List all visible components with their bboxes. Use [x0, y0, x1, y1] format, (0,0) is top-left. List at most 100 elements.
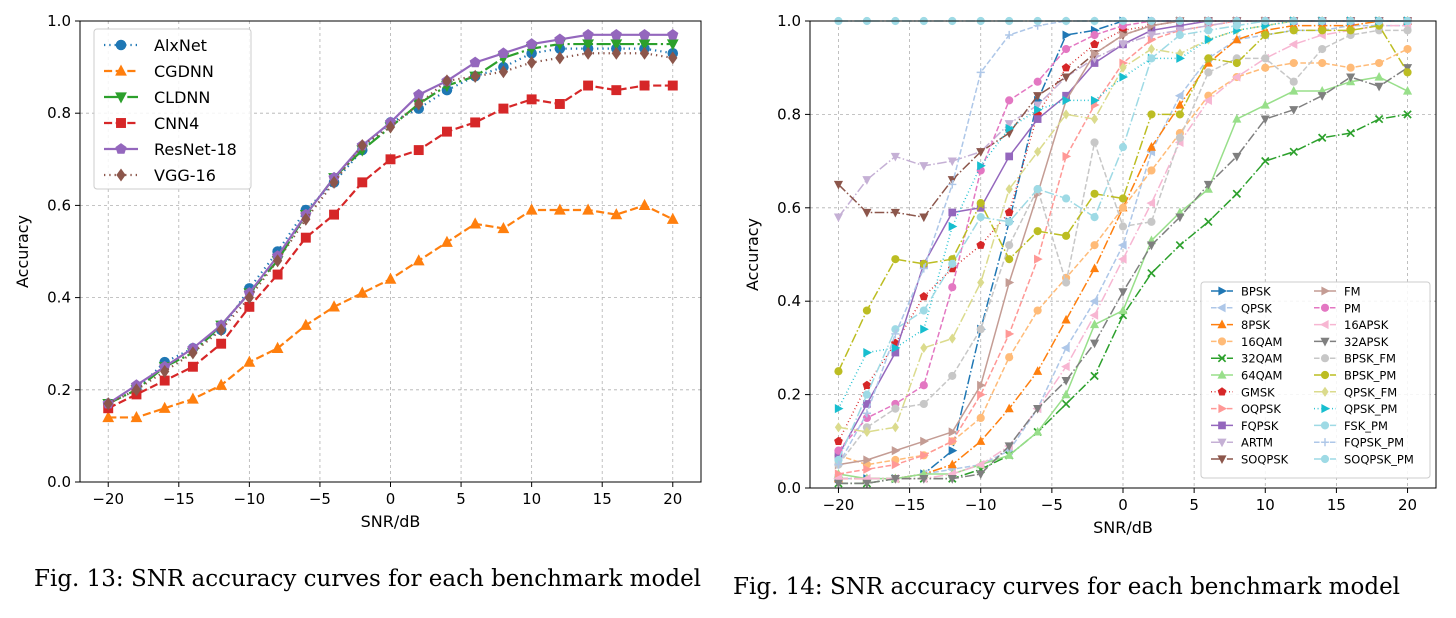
- fig14-point-bpsk-fm: [1090, 138, 1099, 147]
- fig13-xtick-label: −5: [309, 490, 331, 508]
- fig14-point-bpsk-pm: [919, 259, 928, 268]
- fig13-point-cldnn: [610, 39, 623, 51]
- fig13-point-vgg-16: [244, 291, 255, 305]
- fig14-legend-marker-gmsk: [1217, 387, 1227, 396]
- fig13-point-vgg-16: [470, 69, 480, 83]
- fig14-point-fqpsk-pm: [948, 180, 957, 189]
- fig14-point-bpsk: [1062, 30, 1072, 40]
- fig13-point-cnn4: [611, 85, 622, 96]
- fig14-point-oqpsk: [1147, 35, 1157, 45]
- fig14-point-bpsk-fm: [891, 404, 900, 413]
- fig13-legend-marker-cnn4: [116, 118, 126, 128]
- fig14-point-soqpsk: [919, 213, 929, 223]
- fig14-point-bpsk-pm: [1005, 255, 1014, 264]
- fig14-legend-label-16apsk: 16APSK: [1344, 318, 1389, 332]
- fig14-point-16apsk: [1288, 39, 1298, 49]
- fig14-point-fqpsk: [1062, 91, 1070, 100]
- fig13-xtick-label: −15: [163, 490, 195, 508]
- fig13-point-resnet-18: [610, 28, 622, 40]
- fig14-point-bpsk-fm: [1118, 222, 1128, 231]
- fig13-point-resnet-18: [469, 56, 481, 68]
- fig14-point-32apsk: [1118, 288, 1128, 297]
- fig13-point-cgdnn: [525, 203, 538, 215]
- fig13-point-vgg-16: [611, 46, 621, 60]
- fig14-legend-marker-bpsk-pm: [1320, 370, 1330, 380]
- fig14-point-soqpsk: [862, 208, 872, 218]
- fig14-legend-marker-16apsk: [1319, 320, 1329, 330]
- fig14-point-fqpsk-pm: [919, 264, 928, 273]
- fig13-point-cgdnn: [215, 378, 228, 390]
- fig14-point-64qam: [1374, 72, 1384, 81]
- fig14-point-soqpsk: [1061, 73, 1071, 83]
- fig14-point-bpsk-pm: [1090, 189, 1099, 198]
- fig13-point-cgdnn: [497, 221, 510, 234]
- fig14-point-16qam: [1090, 241, 1099, 250]
- fig14-point-32apsk: [1346, 73, 1356, 83]
- chart-fig13: −20 −15 −10 −5 0 5 10 15 20 0.0 0.2 0.4 0.6 0.8 1.0 SNR…: [13, 12, 702, 531]
- fig14-point-fsk-pm: [948, 259, 957, 268]
- fig14-line-32qam: [838, 113, 1408, 485]
- fig14-point-16apsk: [1231, 72, 1241, 82]
- fig14-point-pm: [1090, 30, 1099, 40]
- fig14-point-artm: [862, 176, 872, 185]
- fig13-point-vgg-16: [442, 74, 452, 88]
- fig13-xtick-label: 10: [522, 490, 541, 508]
- fig14-point-16apsk: [1203, 95, 1212, 105]
- fig14-point-32apsk: [947, 475, 957, 484]
- fig14-point-fqpsk-pm: [891, 329, 900, 338]
- fig13-xtick-label: 5: [456, 490, 466, 508]
- fig14-point-bpsk-pm: [1033, 227, 1042, 236]
- fig14-xlabel: SNR/dB: [1093, 518, 1153, 537]
- caption-fig13: Fig. 13: SNR accuracy curves for each be…: [34, 566, 702, 592]
- fig14-point-soqpsk: [833, 180, 844, 190]
- fig14-point-soqpsk: [976, 148, 986, 157]
- fig13-point-vgg-16: [639, 46, 650, 60]
- fig14-point-32apsk: [1317, 92, 1327, 101]
- fig14-point-32qam: [1374, 114, 1384, 124]
- fig13-point-cgdnn: [328, 300, 340, 312]
- fig14-point-16apsk: [1061, 362, 1070, 372]
- fig13-point-cgdnn: [582, 203, 594, 215]
- fig14-point-fqpsk-pm: [976, 68, 985, 77]
- fig13-xtick-label: −20: [92, 490, 124, 508]
- fig14-point-gmsk: [1004, 207, 1014, 217]
- fig14-legend-label-8psk: 8PSK: [1241, 318, 1271, 332]
- fig14-point-qpsk-pm: [1005, 123, 1015, 133]
- fig14-point-oqpsk: [1005, 329, 1015, 339]
- fig14-point-fqpsk: [1005, 152, 1014, 161]
- fig14-ytick-label: 1.0: [777, 12, 801, 30]
- fig14-legend-marker-soqpsk-pm: [1320, 454, 1330, 464]
- fig14-point-32qam: [1147, 268, 1156, 278]
- fig14-point-8psk: [1033, 366, 1043, 375]
- fig14-point-8psk: [1232, 34, 1242, 44]
- fig14-point-bpsk-pm: [976, 199, 985, 208]
- fig14-point-bpsk-fm: [1147, 217, 1156, 226]
- fig13-point-cnn4: [526, 94, 537, 105]
- fig14-xtick-label: 15: [1327, 496, 1346, 514]
- fig14-point-bpsk-pm: [1289, 26, 1298, 35]
- fig14-point-bpsk-pm: [1346, 26, 1355, 35]
- fig13-point-resnet-18: [554, 33, 566, 45]
- fig14-legend-label-32qam: 32QAM: [1241, 352, 1282, 366]
- fig13-point-vgg-16: [555, 51, 565, 65]
- fig13-point-resnet-18: [413, 88, 425, 100]
- fig13-point-vgg-16: [131, 383, 142, 397]
- fig14-point-64qam: [1118, 305, 1128, 315]
- fig14-point-qpsk-fm: [863, 426, 871, 437]
- fig14-point-32apsk: [833, 479, 844, 489]
- fig14-point-oqpsk: [834, 469, 844, 479]
- fig14-point-pm: [1062, 44, 1071, 54]
- fig13-legend-label-cldnn: CLDNN: [154, 88, 210, 107]
- fig14-point-32apsk: [1061, 376, 1071, 386]
- fig14-point-bpsk-pm: [1175, 110, 1184, 119]
- fig14-point-qpsk: [1061, 343, 1070, 353]
- fig14-point-bpsk-pm: [1403, 68, 1412, 77]
- fig13-legend-label-cgdnn: CGDNN: [154, 62, 214, 81]
- fig14-point-pm: [834, 446, 843, 455]
- fig14-legend-label-bpsk-pm: BPSK_PM: [1344, 369, 1396, 383]
- fig14-point-qpsk-pm: [863, 348, 872, 358]
- fig14-point-fqpsk: [976, 203, 985, 212]
- fig13-point-cnn4: [583, 80, 594, 91]
- fig14-point-bpsk-pm: [862, 306, 871, 315]
